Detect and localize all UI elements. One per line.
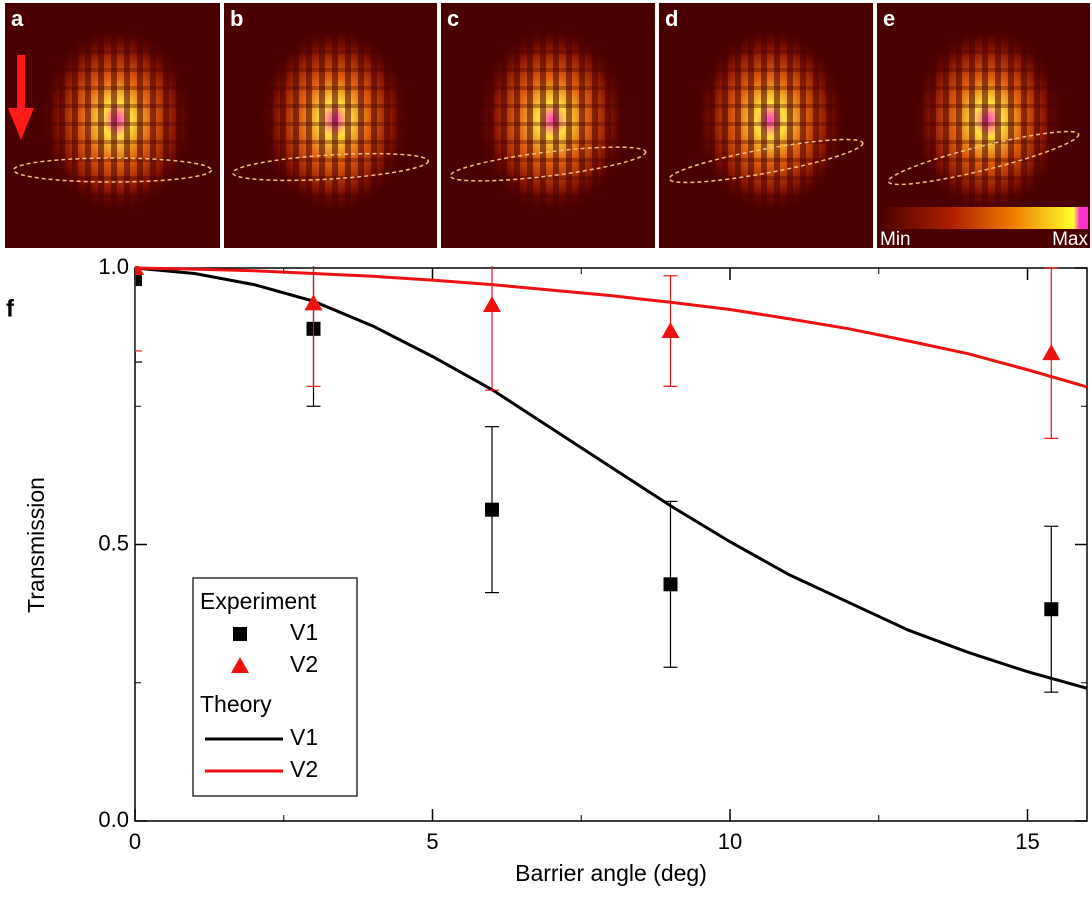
legend-label: V2 xyxy=(290,651,318,677)
marker xyxy=(1042,344,1061,361)
marker xyxy=(663,577,678,592)
barrier-outline xyxy=(231,152,430,182)
error-bar xyxy=(135,266,142,363)
x-tick-label: 5 xyxy=(426,829,438,854)
x-axis-title: Barrier angle (deg) xyxy=(515,860,707,886)
panel-label: f xyxy=(6,295,15,322)
marker xyxy=(233,627,247,641)
y-tick-label: 0.5 xyxy=(98,530,129,555)
panel-label: c xyxy=(447,6,459,31)
stripes xyxy=(39,25,195,215)
legend-group-title: Theory xyxy=(200,691,272,717)
marker xyxy=(483,296,501,313)
barrier-outline xyxy=(449,146,647,182)
legend-label: V1 xyxy=(290,619,318,645)
y-tick-label: 0.0 xyxy=(98,807,129,832)
colorbar-min: Min xyxy=(880,229,911,250)
marker xyxy=(135,266,144,275)
marker xyxy=(485,502,499,517)
x-tick-label: 10 xyxy=(718,829,742,854)
marker xyxy=(1044,602,1059,617)
image-panel: c xyxy=(441,3,655,248)
chart: 0 5 10 15 0.0 0.5 1.0 Barrier angle (deg) Transm… xyxy=(6,254,1088,886)
marker xyxy=(231,657,249,673)
y-axis-title: Transmission xyxy=(23,477,49,613)
theory-line xyxy=(135,266,1087,389)
legend-group-title: Experiment xyxy=(200,588,317,614)
panel-label: b xyxy=(230,6,243,31)
error-bar xyxy=(135,266,142,352)
x-tick-label: 0 xyxy=(129,829,141,854)
image-panel: d xyxy=(659,3,873,248)
panel-label: e xyxy=(883,6,895,31)
stripes xyxy=(693,25,848,215)
colorbar-max: Max xyxy=(1052,229,1088,250)
barrier-outline xyxy=(887,130,1080,186)
stripes xyxy=(258,25,412,215)
arrow-head xyxy=(8,108,34,140)
stripes xyxy=(475,25,630,215)
legend-label: V2 xyxy=(290,756,318,782)
barrier-outline xyxy=(12,157,213,183)
x-tick-label: 15 xyxy=(1015,829,1039,854)
panel-label: a xyxy=(11,6,24,31)
image-panel: b xyxy=(224,3,437,248)
marker xyxy=(661,322,680,339)
image-panel: a xyxy=(5,3,220,248)
y-tick-label: 1.0 xyxy=(98,254,129,279)
panel-label: d xyxy=(665,6,678,31)
marker xyxy=(304,294,323,311)
legend: Experiment V1 V2 Theory V1 V2 xyxy=(192,577,358,797)
image-panels: a b c d e Min Max xyxy=(5,3,1090,250)
marker xyxy=(135,272,142,287)
colorbar xyxy=(880,207,1088,229)
stripes xyxy=(911,25,1065,215)
arrow-shaft xyxy=(17,55,25,110)
theory-line xyxy=(135,266,1087,690)
legend-label: V1 xyxy=(290,724,318,750)
barrier-outline xyxy=(668,138,864,184)
legend-box xyxy=(192,577,358,797)
